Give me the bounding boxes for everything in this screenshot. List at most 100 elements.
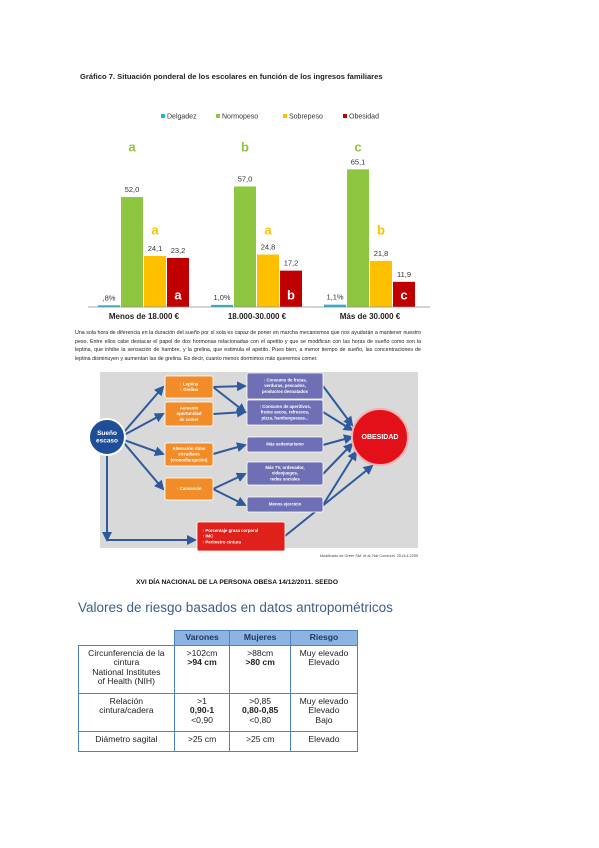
significance-letter: c — [400, 287, 407, 302]
diagram-node-label: Menos ejercicio — [269, 502, 302, 507]
cell-line: >102cm — [186, 647, 218, 658]
significance-letter: b — [287, 287, 295, 302]
diagram-node-label: Más TV, ordenador, — [265, 465, 304, 470]
bar — [121, 197, 143, 307]
diagram-caption: Modificado de Greer SM, et al. Nat Commu… — [320, 554, 418, 558]
cell-line: >80 cm — [245, 657, 275, 667]
diagram-node-label: ↑ Consumo de aperitivos, — [259, 404, 311, 409]
diagram-node-label: ↑ Grelina — [180, 387, 199, 392]
diagram-node — [164, 442, 214, 467]
bar — [211, 304, 233, 307]
cell-line: >1 — [197, 695, 207, 706]
value-label: 1,0% — [213, 293, 230, 302]
diagram-node — [246, 372, 324, 400]
header-cell: Mujeres — [229, 630, 291, 646]
header-cell: Varones — [173, 630, 231, 646]
significance-letter: b — [377, 222, 385, 237]
diagram-node-label: videojuegos, — [272, 471, 298, 476]
diagram-node-label: ↓ Consumo de frutas, — [263, 377, 307, 382]
bar — [167, 257, 189, 307]
risk-table: Varones Mujeres Riesgo Circunferencia de la… — [78, 630, 359, 752]
significance-letter: c — [354, 139, 361, 154]
diagram-node — [246, 496, 324, 513]
diagram-node-label: Sueño — [97, 430, 117, 437]
bar — [144, 256, 166, 307]
arrow — [212, 442, 247, 455]
cell-line: Circunferencia de la — [88, 647, 165, 658]
cell-line: Muy elevado — [299, 647, 349, 658]
value-label: 24,1 — [148, 244, 163, 253]
cell-line: Bajo — [315, 714, 333, 725]
header-corner — [78, 630, 175, 646]
diagram-node — [246, 436, 324, 453]
diagram-node-label: Aumento — [180, 405, 199, 410]
diagram-node-label: oportunidad — [176, 411, 201, 416]
chart-title: Gráfico 7. Situación ponderal de los esc… — [80, 72, 383, 81]
cell-line: >88cm — [247, 647, 274, 658]
table-title: Valores de riesgo basados en datos antro… — [78, 600, 393, 615]
table-cell: >88cm >80 cm — [229, 644, 291, 694]
legend-label: Normopeso — [222, 113, 258, 120]
arrow — [123, 385, 165, 433]
value-label: 21,8 — [374, 249, 389, 258]
x-tick-label: 18.000-30.000 € — [228, 312, 287, 321]
arrow — [212, 488, 247, 506]
diagram-node-label: (cronodisrupción) — [171, 457, 208, 462]
significance-letter: a — [264, 222, 272, 237]
diagram-node-label: Alteración ritmo — [173, 446, 206, 451]
legend-swatch — [283, 114, 287, 118]
diagram-node-label: ↓ Leptina — [180, 381, 199, 386]
diagram-node-label: verduras, pescados, — [264, 383, 306, 388]
header-cell: Riesgo — [289, 630, 359, 646]
cell-line: 0,80-0,85 — [241, 705, 279, 715]
value-label: 57,0 — [238, 174, 253, 183]
table-cell: Muy elevado Elevado — [289, 644, 359, 694]
table-cell: >25 cm — [173, 731, 231, 752]
cell-line: <0,80 — [249, 714, 272, 725]
cell-line: >25 cm — [187, 734, 217, 744]
table-row: Relación cintura/cadera >1 0,90-1 <0,90 >0,85… — [78, 692, 359, 732]
table-cell: >25 cm — [229, 731, 291, 752]
cell-line: Diámetro sagital — [95, 734, 158, 744]
bar — [257, 254, 279, 307]
value-label: 24,8 — [261, 243, 276, 252]
cell-line: >0,85 — [249, 695, 272, 706]
significance-letter: a — [128, 139, 136, 154]
bar — [280, 270, 302, 307]
arrow — [212, 472, 247, 490]
table-cell: >1 0,90-1 <0,90 — [173, 692, 231, 732]
diagram-node — [164, 375, 214, 399]
bar — [393, 281, 415, 307]
cell-line: Elevado — [308, 657, 340, 667]
diagram-node-label: ↑ IMC — [202, 534, 213, 539]
diagram-node-label: escaso — [96, 438, 118, 445]
diagram-node — [164, 477, 214, 501]
table-cell: >102cm >94 cm — [173, 644, 231, 694]
diagram-node — [246, 461, 324, 486]
cell-line: National Institutes — [92, 666, 161, 677]
arrow — [322, 442, 354, 475]
bar — [347, 169, 369, 307]
diagram-node — [196, 521, 286, 552]
legend-swatch — [161, 114, 165, 118]
value-label: 17,2 — [284, 259, 299, 268]
diagram-node — [351, 408, 409, 466]
bar — [234, 186, 256, 307]
value-label: 1,1% — [326, 293, 343, 302]
diagram-node-label: redes sociales — [270, 476, 300, 481]
diagram-node-label: pizza, hamburguesas... — [261, 415, 308, 420]
x-tick-label: Menos de 18.000 € — [109, 312, 180, 321]
diagram-node-label: frutos secos, refrescos, — [261, 410, 309, 415]
diagram-node-label: productos desnatados — [262, 389, 309, 394]
diagram-node — [246, 399, 324, 426]
cell-line: cintura/cadera — [99, 705, 154, 715]
legend-label: Sobrepeso — [289, 113, 323, 120]
diagram-node-label: ↑ Porcentaje grasa corporal — [202, 528, 258, 533]
legend-swatch — [343, 114, 347, 118]
table-row: Circunferencia de la cintura National Inst… — [78, 644, 359, 694]
event-heading: XVI DÍA NACIONAL DE LA PERSONA OBESA 14/… — [136, 577, 338, 586]
cell-line: of Health (NIH) — [97, 676, 155, 686]
table-cell: Muy elevado Elevado Bajo — [289, 692, 359, 732]
arrow — [284, 464, 374, 537]
